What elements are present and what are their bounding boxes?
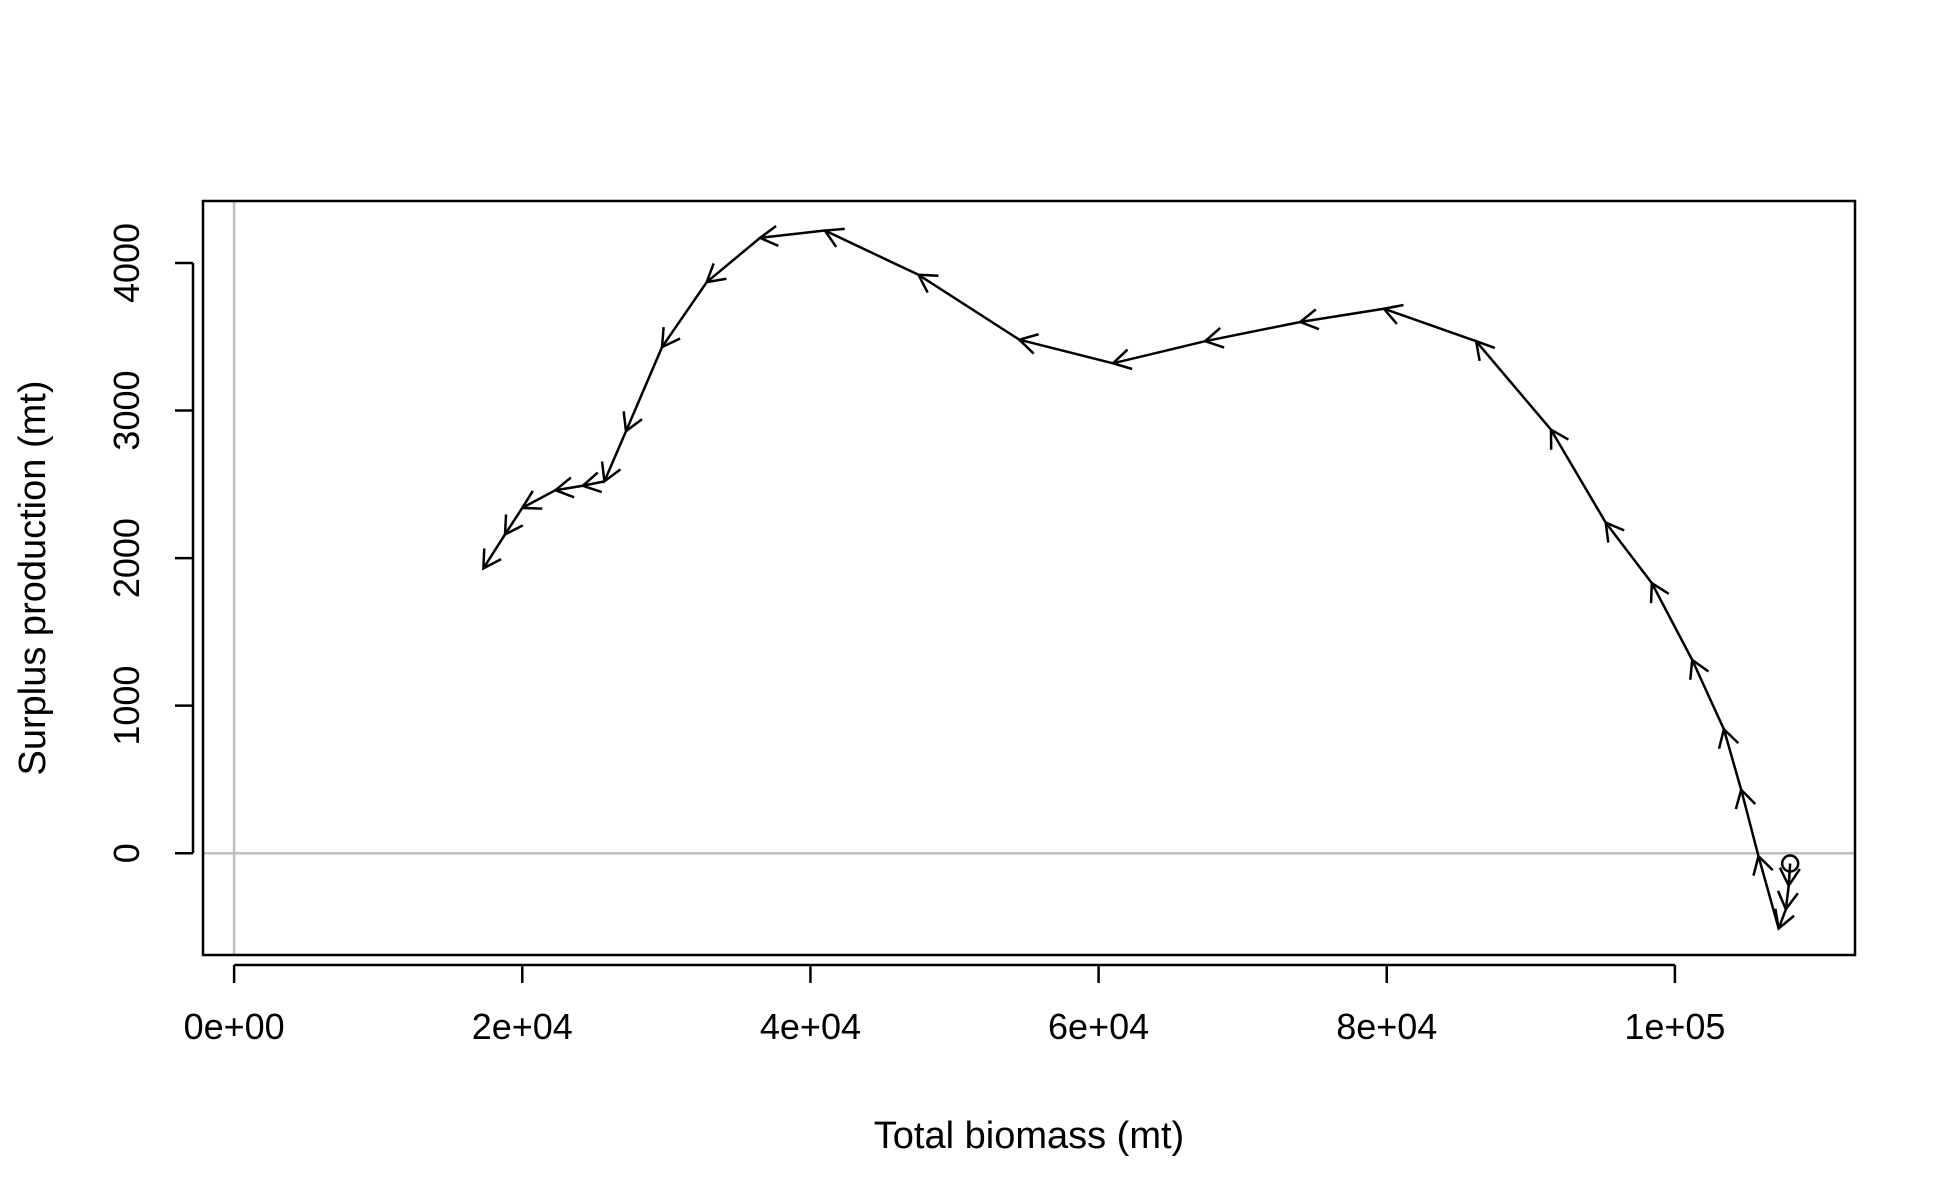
trajectory-segment: [1722, 728, 1743, 791]
trajectory-segment: [1777, 908, 1788, 929]
trajectory-segment: [1787, 863, 1792, 886]
y-axis-title: Surplus production (mt): [12, 381, 54, 776]
trajectory-segment: [759, 229, 825, 240]
trajectory-segment: [1739, 789, 1760, 857]
x-axis-title: Total biomass (mt): [874, 1115, 1184, 1157]
y-tick-label: 1000: [106, 666, 147, 746]
y-tick-label: 4000: [106, 223, 147, 303]
plot-frame: [201, 199, 1857, 957]
start-point-marker: [1780, 854, 1800, 873]
y-axis: 0 1000 2000 3000 4000: [106, 223, 195, 863]
trajectory-segment: [1604, 521, 1653, 584]
trajectory-series: [482, 224, 1801, 931]
trajectory-segment: [1383, 307, 1477, 343]
x-tick-label: 1e+05: [1624, 1006, 1725, 1047]
trajectory-segment: [661, 281, 708, 348]
trajectory-segment: [1112, 339, 1206, 365]
trajectory-segment: [1757, 855, 1780, 929]
trajectory-segment: [555, 484, 583, 492]
reference-lines: [203, 201, 1855, 955]
y-tick-label: 3000: [106, 370, 147, 450]
trajectory-segment: [1204, 320, 1301, 343]
x-tick-label: 4e+04: [760, 1006, 861, 1047]
trajectory-segment: [521, 489, 557, 510]
trajectory-segment: [705, 236, 761, 284]
trajectory-arrowhead: [482, 548, 502, 571]
y-tick-label: 2000: [106, 518, 147, 598]
trajectory-segment: [624, 346, 664, 432]
x-tick-label: 0e+00: [184, 1006, 285, 1047]
x-tick-label: 8e+04: [1336, 1006, 1437, 1047]
trajectory-segment: [482, 533, 507, 570]
trajectory-segment: [503, 507, 524, 536]
trajectory-segment: [1475, 340, 1552, 431]
trajectory-segment: [1549, 429, 1607, 524]
trajectory-segment: [824, 229, 920, 276]
trajectory-segment: [917, 273, 1021, 341]
y-tick-label: 0: [106, 843, 147, 863]
trajectory-segment: [1300, 307, 1385, 324]
trajectory-segment: [1784, 885, 1790, 910]
trajectory-segment: [1019, 338, 1114, 365]
x-axis: 0e+00 2e+04 4e+04 6e+04 8e+04 1e+05: [184, 963, 1725, 1047]
x-tick-label: 2e+04: [472, 1006, 573, 1047]
trajectory-segment: [1650, 582, 1694, 661]
trajectory-segment: [1691, 659, 1726, 730]
trajectory-segment: [582, 480, 605, 488]
trajectory-segment: [603, 430, 628, 482]
x-tick-label: 6e+04: [1048, 1006, 1149, 1047]
